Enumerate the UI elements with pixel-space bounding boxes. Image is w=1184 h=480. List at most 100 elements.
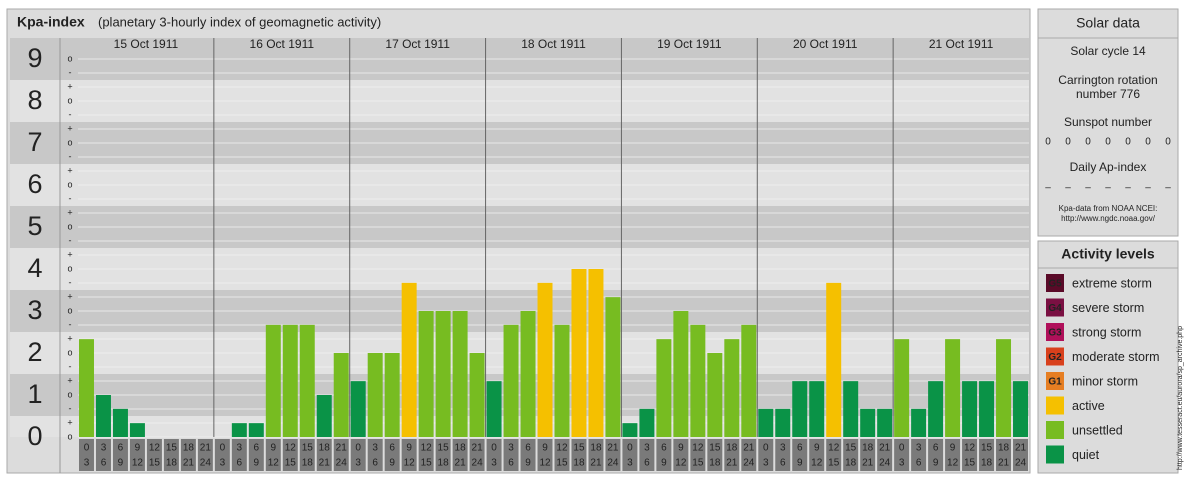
hour-label: 9 [661, 458, 667, 469]
hour-label: 21 [590, 458, 602, 469]
hour-label: 18 [455, 443, 467, 454]
axis-band [10, 164, 78, 206]
day-label: 16 Oct 1911 [250, 37, 315, 51]
hour-label: 18 [998, 443, 1010, 454]
hour-label: 3 [237, 443, 243, 454]
bar [588, 269, 604, 437]
y-tick-label: 6 [27, 169, 42, 199]
hour-label: 12 [811, 458, 823, 469]
hour-box [962, 439, 978, 471]
hour-label: 12 [539, 458, 551, 469]
bar [741, 324, 757, 437]
hour-label: 6 [101, 458, 107, 469]
bar [486, 381, 502, 437]
hour-label: 6 [661, 443, 667, 454]
hour-label: 18 [590, 443, 602, 454]
minor-tick-label: o [67, 389, 72, 399]
y-tick-label: 3 [27, 295, 42, 325]
bar [928, 381, 944, 437]
hour-label: 18 [166, 458, 178, 469]
bar [435, 311, 451, 437]
hour-label: 21 [472, 443, 484, 454]
sunspot-value: 0 [1085, 137, 1091, 148]
level-label: unsettled [1072, 423, 1123, 437]
minor-tick-label: - [69, 151, 72, 161]
minor-tick-label: o [67, 53, 72, 63]
carrington: Carrington rotation [1058, 73, 1157, 87]
carrington: number 776 [1076, 87, 1140, 101]
minor-tick-label: - [69, 403, 72, 413]
hour-label: 0 [220, 443, 226, 454]
hour-label: 12 [964, 443, 976, 454]
hour-box [605, 439, 621, 471]
hour-box [877, 439, 893, 471]
sunspot-value: 0 [1125, 137, 1131, 148]
minor-tick-label: - [69, 361, 72, 371]
minor-tick-label: + [67, 333, 72, 343]
hour-label: 12 [285, 443, 297, 454]
hour-box [537, 439, 553, 471]
minor-tick-label: - [69, 109, 72, 119]
hour-label: 18 [438, 458, 450, 469]
hour-box [554, 439, 570, 471]
hour-label: 18 [726, 443, 738, 454]
chart-subtitle: (planetary 3-hourly index of geomagnetic… [98, 14, 381, 29]
sunspot-value: 0 [1105, 137, 1111, 148]
bar [826, 282, 842, 437]
ap-value: – [1085, 183, 1091, 194]
minor-tick-label: o [67, 137, 72, 147]
axis-band [10, 206, 78, 248]
hour-label: 9 [135, 443, 141, 454]
bar [877, 408, 893, 437]
hour-label: 15 [964, 458, 976, 469]
hour-label: 9 [950, 443, 956, 454]
hour-box [622, 439, 638, 471]
bar [112, 408, 128, 437]
minor-tick-label: o [67, 221, 72, 231]
y-tick-label: 8 [27, 85, 42, 115]
bar [299, 324, 315, 437]
hour-label: 0 [763, 443, 769, 454]
level-label: quiet [1072, 448, 1100, 462]
minor-tick-label: + [67, 165, 72, 175]
hour-label: 9 [678, 443, 684, 454]
minor-tick-label: - [69, 319, 72, 329]
day-label: 20 Oct 1911 [793, 37, 858, 51]
bar [809, 381, 825, 437]
hour-label: 12 [268, 458, 280, 469]
hour-label: 24 [200, 458, 212, 469]
minor-tick-label: + [67, 291, 72, 301]
hour-label: 21 [607, 443, 619, 454]
hour-label: 15 [692, 458, 704, 469]
sunspot-title: Sunspot number [1064, 115, 1152, 129]
hour-label: 6 [780, 458, 786, 469]
hour-label: 18 [183, 443, 195, 454]
hour-label: 6 [389, 443, 395, 454]
hour-label: 9 [542, 443, 548, 454]
minor-tick-label: - [69, 67, 72, 77]
level-label: extreme storm [1072, 276, 1152, 290]
level-label: minor storm [1072, 374, 1138, 388]
hour-box [571, 439, 587, 471]
y-tick-label: 4 [27, 253, 42, 283]
bar [622, 423, 638, 437]
hour-label: 24 [472, 458, 484, 469]
bar [775, 408, 791, 437]
hour-label: 15 [438, 443, 450, 454]
solar-panel [1037, 8, 1179, 237]
hour-label: 15 [981, 443, 993, 454]
bar [231, 423, 247, 437]
hour-box [418, 439, 434, 471]
hour-label: 6 [508, 458, 514, 469]
bar [911, 408, 927, 437]
axis-band [10, 248, 78, 290]
bar [95, 395, 111, 437]
hour-box [520, 439, 536, 471]
sunspot-value: 0 [1065, 137, 1071, 148]
hour-label: 3 [644, 443, 650, 454]
bar [673, 311, 689, 437]
bar [79, 339, 94, 437]
minor-tick-label: o [67, 431, 72, 441]
hour-label: 6 [933, 443, 939, 454]
